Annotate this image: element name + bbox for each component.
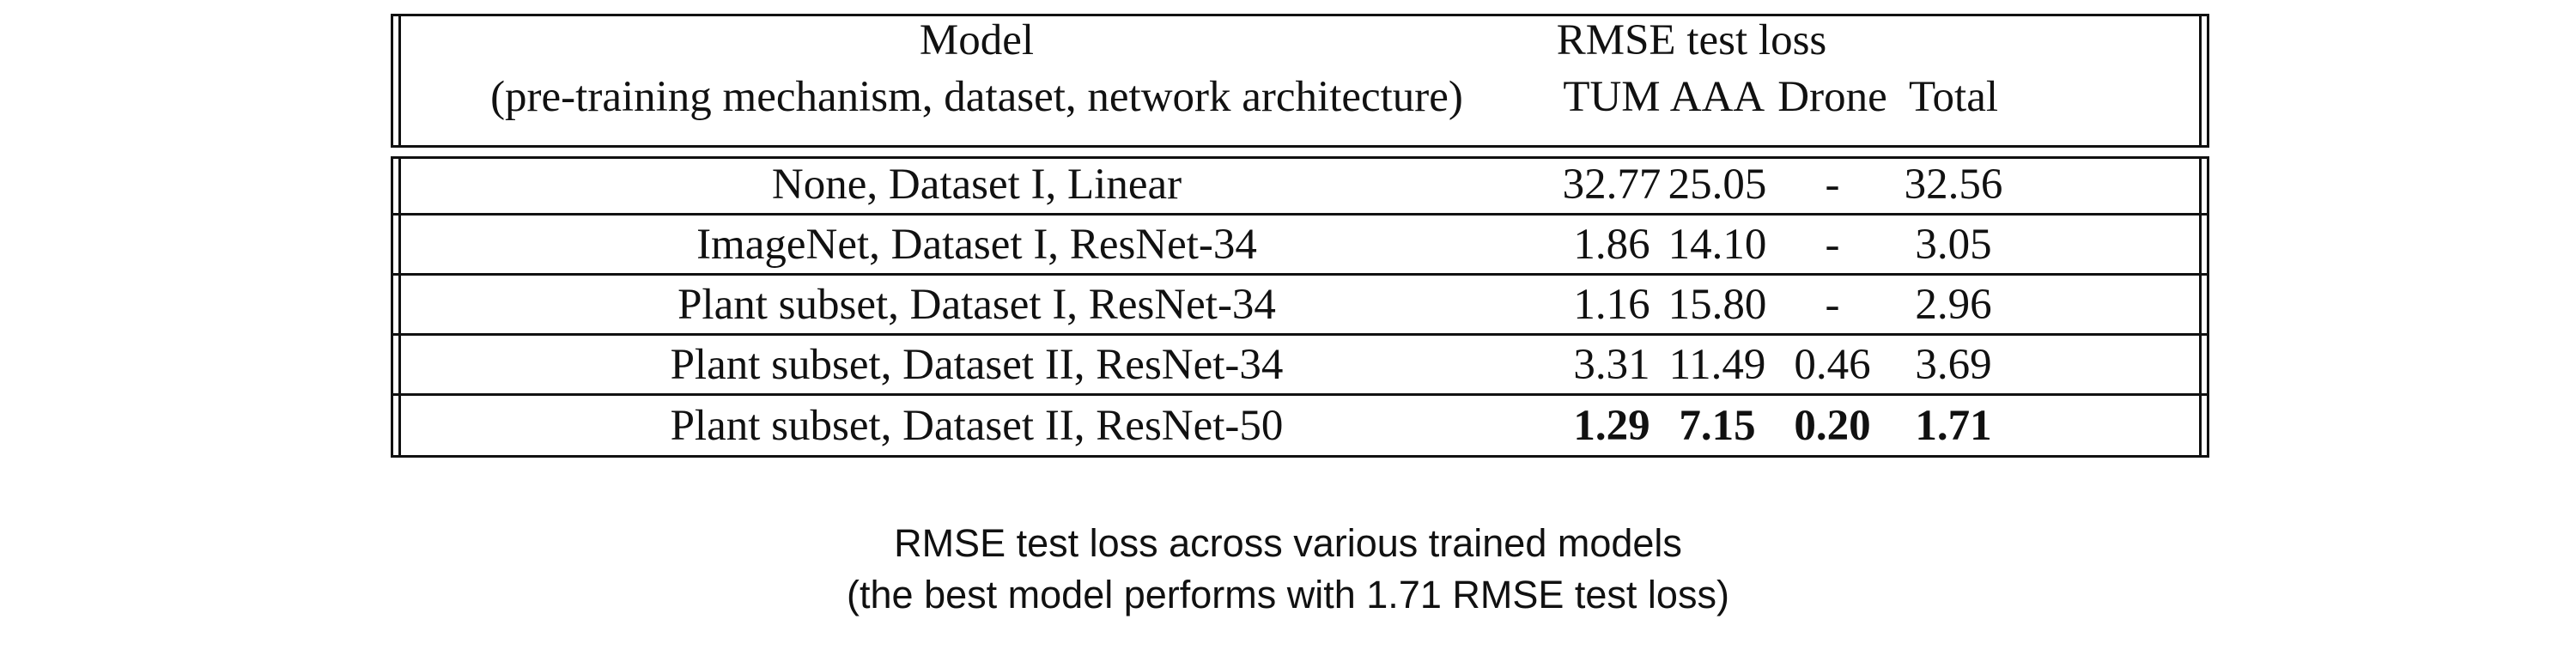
row-value-tum: 32.77 [1562, 161, 1662, 209]
row-value-aaa: 25.05 [1668, 161, 1767, 209]
row-model-name: Plant subset, Dataset I, ResNet-34 [677, 281, 1276, 329]
row-value-total: 3.05 [1915, 221, 1992, 269]
row-value-drone: - [1825, 281, 1840, 329]
caption-line-1: RMSE test loss across various trained mo… [894, 521, 1682, 565]
row-value-tum: 3.31 [1573, 341, 1650, 389]
header-col-total: Total [1908, 73, 1999, 121]
row-value-tum: 1.16 [1573, 281, 1650, 329]
row-value-total: 32.56 [1904, 161, 2003, 209]
row-value-total: 2.96 [1915, 281, 1992, 329]
row-divider [391, 213, 2209, 216]
row-value-tum: 1.86 [1573, 221, 1650, 269]
header-col-aaa: AAA [1669, 73, 1765, 121]
row-divider [391, 393, 2209, 396]
header-rmse-group: RMSE test loss [1556, 16, 1827, 64]
caption-line-2: (the best model performs with 1.71 RMSE … [847, 573, 1729, 616]
row-value-drone: 0.46 [1794, 341, 1871, 389]
row-value-tum: 1.29 [1573, 402, 1650, 450]
row-model-name: Plant subset, Dataset II, ResNet-50 [670, 402, 1284, 450]
header-col-tum: TUM [1563, 73, 1661, 121]
row-value-aaa: 15.80 [1668, 281, 1767, 329]
row-model-name: Plant subset, Dataset II, ResNet-34 [670, 341, 1284, 389]
row-divider [391, 333, 2209, 336]
row-value-drone: - [1825, 161, 1840, 209]
row-value-total: 1.71 [1915, 402, 1992, 450]
row-model-name: ImageNet, Dataset I, ResNet-34 [696, 221, 1257, 269]
header-model: Model [919, 16, 1035, 64]
row-value-aaa: 14.10 [1668, 221, 1767, 269]
row-model-name: None, Dataset I, Linear [771, 161, 1182, 209]
row-value-aaa: 11.49 [1668, 341, 1766, 389]
row-value-drone: - [1825, 221, 1840, 269]
header-col-drone: Drone [1777, 73, 1887, 121]
table-body-frame [391, 156, 2209, 458]
row-divider [391, 273, 2209, 276]
row-value-drone: 0.20 [1794, 402, 1871, 450]
row-value-total: 3.69 [1915, 341, 1992, 389]
header-model-description: (pre-training mechanism, dataset, networ… [490, 73, 1463, 121]
table-header-frame [391, 14, 2209, 148]
results-table: Model (pre-training mechanism, dataset, … [391, 14, 2209, 458]
row-value-aaa: 7.15 [1679, 402, 1756, 450]
